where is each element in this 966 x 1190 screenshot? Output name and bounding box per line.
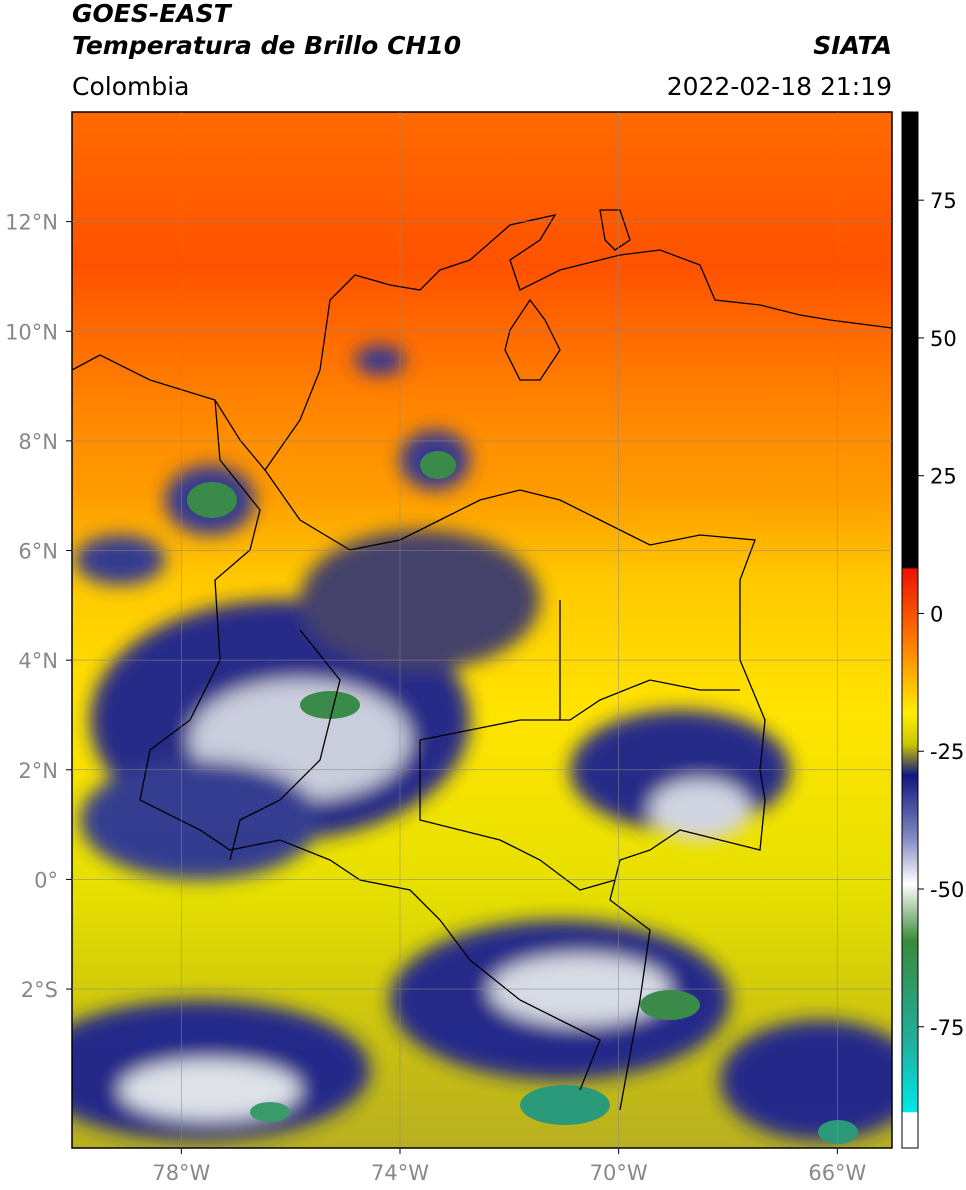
region: Colombia	[72, 72, 189, 101]
colorbar-tick-label: 75	[930, 189, 957, 213]
colorbar-tick-label: 50	[930, 327, 957, 351]
lat-tick-label: 10°N	[5, 320, 58, 344]
lon-tick-label: 78°W	[152, 1161, 210, 1185]
title: GOES-EAST	[72, 0, 233, 28]
lat-tick-label: 8°N	[18, 430, 58, 454]
lat-tick-label: 6°N	[18, 540, 58, 564]
lon-tick-label: 74°W	[371, 1161, 429, 1185]
lat-tick-label: 4°N	[18, 649, 58, 673]
colorbar	[901, 111, 919, 1149]
satellite-image	[72, 112, 892, 1148]
map-frame	[71, 111, 893, 1149]
lat-tick-label: 2°N	[18, 759, 58, 783]
lat-tick-label: 12°N	[5, 211, 58, 235]
lon-tick-label: 70°W	[590, 1161, 648, 1185]
source: SIATA	[813, 31, 892, 60]
colorbar-tick-label: 25	[930, 465, 957, 489]
colorbar-tick-label: -50	[930, 878, 964, 902]
lat-tick-label: 0°	[34, 868, 58, 892]
colorbar-tick-label: -75	[930, 1016, 964, 1040]
lon-tick-label: 66°W	[808, 1161, 866, 1185]
datetime: 2022-02-18 21:19	[667, 72, 892, 101]
colorbar-tick-label: 0	[930, 602, 943, 626]
colorbar-tick-label: -25	[930, 740, 964, 764]
lat-tick-label: 2°S	[21, 978, 58, 1002]
subtitle: Temperatura de Brillo CH10	[72, 31, 461, 60]
